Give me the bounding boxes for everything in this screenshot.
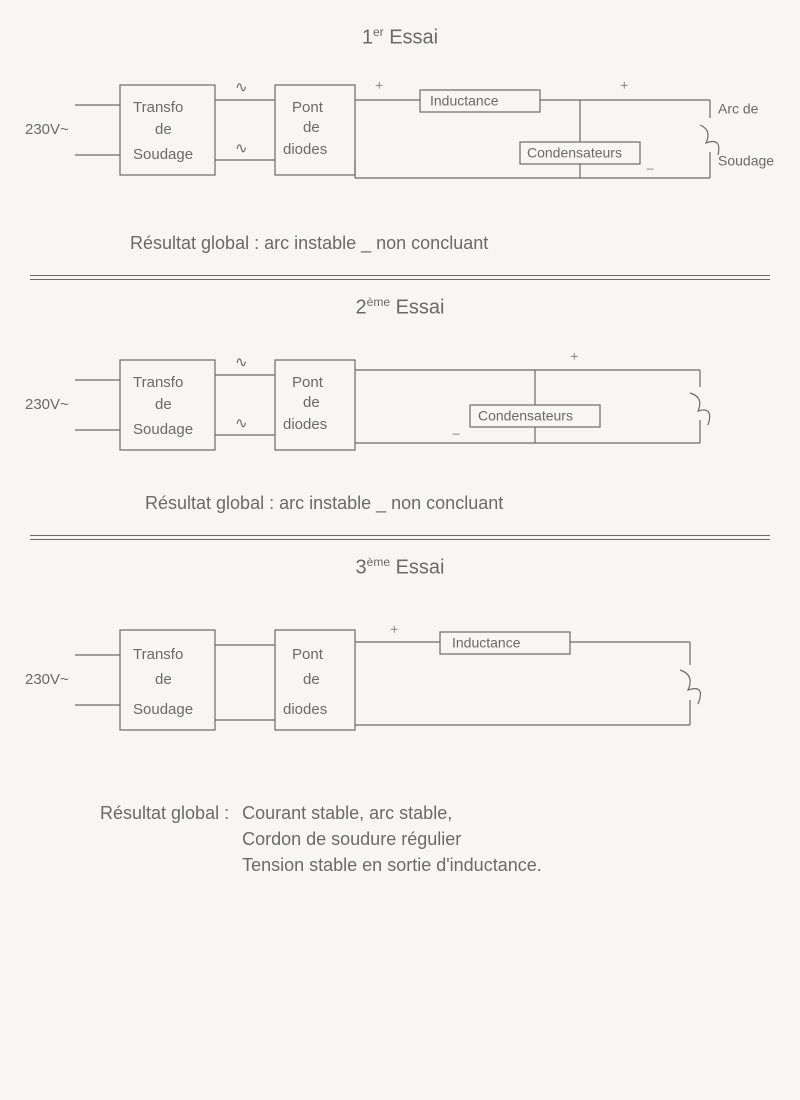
essai1-ac-bot: ∿ — [235, 141, 248, 157]
essai2-pont-l1: Pont — [292, 374, 324, 391]
essai2-title: 2ème Essai — [300, 295, 500, 320]
essai1-transfo-l1: Transfo — [133, 99, 183, 116]
essai1-diagram: 230V~ Transfo de Soudage ∿ ∿ Pont de dio… — [20, 70, 780, 210]
essai1-pont-l2: de — [303, 119, 320, 136]
essai3-transfo-l1: Transfo — [133, 646, 183, 663]
essai2-plus: + — [570, 349, 578, 365]
essai3-input-label: 230V~ — [25, 671, 69, 688]
essai3-result: Résultat global : Courant stable, arc st… — [100, 800, 750, 878]
essai3-result-line1: Courant stable, arc stable, — [242, 800, 542, 826]
essai2-title-sup: ème — [367, 295, 390, 309]
essai3-title-num: 3 — [356, 557, 367, 579]
essai2-transfo-l2: de — [155, 396, 172, 413]
essai3-pont-l2: de — [303, 671, 320, 688]
essai3-title: 3ème Essai — [300, 555, 500, 580]
essai1-cond-label: Condensateurs — [527, 145, 622, 161]
essai2-cond-label: Condensateurs — [478, 408, 573, 424]
essai1-transfo-l2: de — [155, 121, 172, 138]
essai1-title-word: Essai — [389, 27, 438, 49]
divider-1 — [30, 275, 770, 276]
essai3-pont-l3: diodes — [283, 701, 327, 718]
essai3-result-prefix: Résultat global : — [100, 803, 229, 823]
essai3-result-line3: Tension stable en sortie d'inductance. — [242, 852, 542, 878]
essai3-title-word: Essai — [396, 557, 445, 579]
essai3-title-sup: ème — [367, 555, 390, 569]
essai1-ac-top: ∿ — [235, 80, 248, 96]
essai2-input-label: 230V~ — [25, 396, 69, 413]
essai3-result-line2: Cordon de soudure régulier — [242, 826, 542, 852]
essai1-plus1: + — [375, 78, 383, 94]
essai2-minus: − — [452, 427, 460, 443]
essai3-inductance-label: Inductance — [452, 635, 521, 651]
essai1-transfo-l3: Soudage — [133, 146, 193, 163]
essai1-plus2: + — [620, 78, 628, 94]
essai2-diagram: 230V~ Transfo de Soudage ∿ ∿ Pont de dio… — [20, 345, 780, 475]
essai2-pont-l3: diodes — [283, 416, 327, 433]
essai1-arc-l2: Soudage — [718, 153, 774, 169]
essai1-input-label: 230V~ — [25, 121, 69, 138]
essai2-result: Résultat global : arc instable _ non con… — [145, 490, 503, 516]
essai2-ac-top: ∿ — [235, 355, 248, 371]
essai2-ac-bot: ∿ — [235, 416, 248, 432]
divider-2 — [30, 535, 770, 536]
essai2-transfo-l1: Transfo — [133, 374, 183, 391]
essai1-title-num: 1 — [362, 27, 373, 49]
essai2-title-num: 2 — [356, 297, 367, 319]
essai1-title: 1er Essai — [300, 25, 500, 50]
essai1-arc-l1: Arc de — [718, 101, 759, 117]
essai3-transfo-l2: de — [155, 671, 172, 688]
essai1-result: Résultat global : arc instable _ non con… — [130, 230, 488, 256]
essai2-transfo-l3: Soudage — [133, 421, 193, 438]
essai2-pont-l2: de — [303, 394, 320, 411]
essai3-diagram: 230V~ Transfo de Soudage Pont de diodes … — [20, 620, 780, 770]
essai2-title-word: Essai — [396, 297, 445, 319]
essai1-title-sup: er — [373, 25, 384, 39]
essai3-transfo-l3: Soudage — [133, 701, 193, 718]
essai3-pont-l1: Pont — [292, 646, 324, 663]
essai3-plus: + — [390, 622, 398, 638]
essai1-pont-l3: diodes — [283, 141, 327, 158]
essai1-pont-l1: Pont — [292, 99, 324, 116]
essai1-minus: − — [646, 162, 654, 178]
essai1-inductance-label: Inductance — [430, 93, 499, 109]
